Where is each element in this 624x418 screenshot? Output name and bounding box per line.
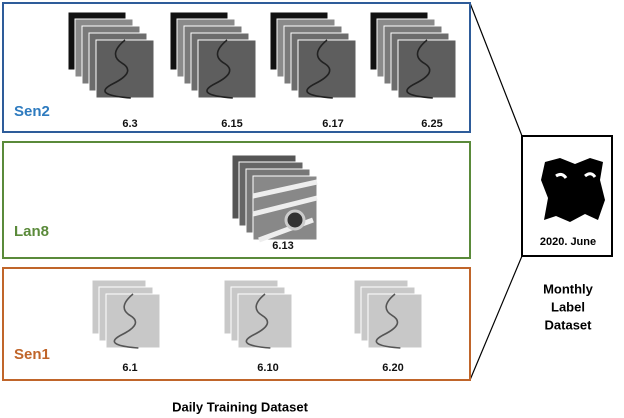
connector	[469, 2, 523, 137]
panel	[2, 2, 471, 133]
date-label: 6.25	[421, 118, 442, 130]
caption: Daily Training Dataset	[172, 399, 308, 414]
connector	[469, 255, 523, 381]
river	[306, 39, 333, 99]
label-caption: Monthly	[543, 281, 594, 296]
panel-label: Sen2	[14, 103, 50, 120]
river	[245, 293, 271, 349]
date-label: 6.1	[122, 362, 137, 374]
panel	[2, 267, 471, 381]
river	[406, 39, 433, 99]
date-label: 6.13	[272, 240, 293, 252]
panel-label: Sen1	[14, 346, 50, 363]
date-label: 6.20	[382, 362, 403, 374]
label-caption: Label	[551, 299, 585, 314]
date-label: 6.10	[257, 362, 278, 374]
date-label: 6.3	[122, 118, 137, 130]
label-caption: Dataset	[545, 317, 593, 332]
panel	[2, 141, 471, 259]
label-date: 2020. June	[540, 236, 596, 248]
label-image-detail	[555, 172, 597, 179]
image-texture	[284, 209, 306, 231]
river	[206, 39, 233, 99]
river	[375, 293, 401, 349]
label-image	[541, 158, 605, 222]
date-label: 6.15	[221, 118, 242, 130]
panel-label: Lan8	[14, 223, 49, 240]
date-label: 6.17	[322, 118, 343, 130]
river	[104, 39, 131, 99]
river	[113, 293, 139, 349]
